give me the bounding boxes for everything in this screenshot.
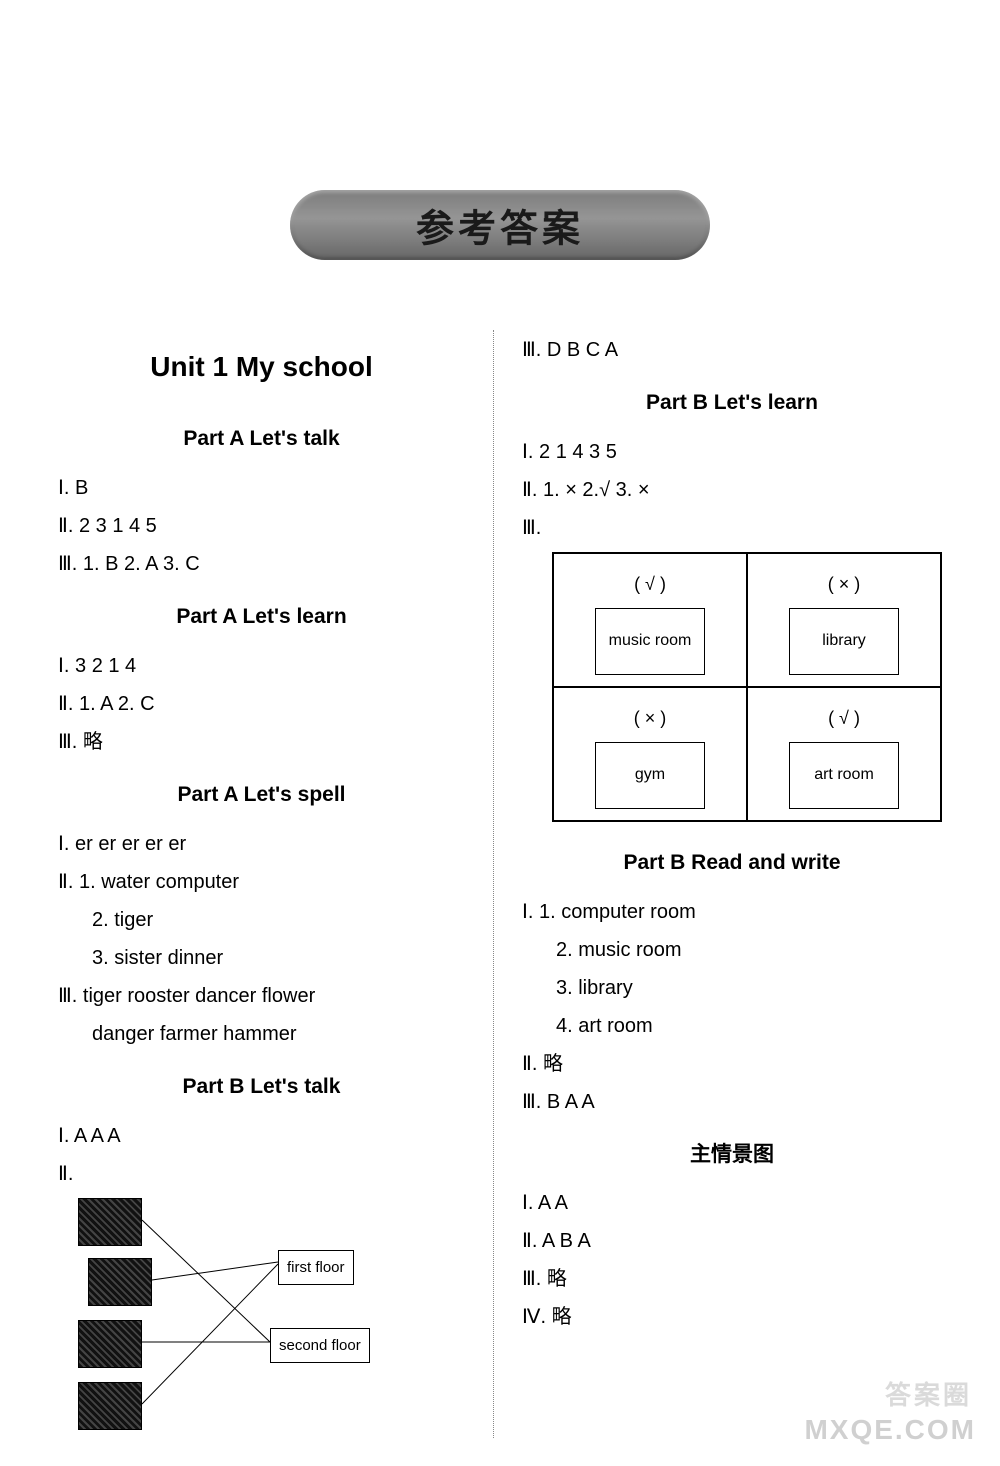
part-a-spell-title: Part A Let's spell — [58, 776, 465, 814]
answer-line: Ⅰ. 3 2 1 4 — [58, 648, 465, 684]
answer-line: 4. art room — [522, 1008, 942, 1044]
room-grid: ( √ ) music room ( × ) library ( × ) gym — [552, 552, 942, 822]
answer-line: Ⅱ. 1. A 2. C — [58, 686, 465, 722]
answer-line: Ⅱ. 2 3 1 4 5 — [58, 508, 465, 544]
grid-row: ( × ) gym ( √ ) art room — [553, 687, 941, 821]
answer-line: Ⅳ. 略 — [522, 1299, 942, 1335]
banner-text: 参考答案 — [416, 198, 584, 253]
cell-mark: ( √ ) — [828, 702, 860, 734]
answer-line: Ⅲ. 略 — [58, 724, 465, 760]
room-box: music room — [595, 608, 705, 675]
left-column: Unit 1 My school Part A Let's talk Ⅰ. B … — [50, 330, 493, 1438]
right-column: Ⅲ. D B C A Part B Let's learn Ⅰ. 2 1 4 3… — [493, 330, 950, 1438]
part-a-talk-title: Part A Let's talk — [58, 420, 465, 458]
answer-line: Ⅰ. B — [58, 470, 465, 506]
answer-line: Ⅱ. 略 — [522, 1046, 942, 1082]
answer-line: Ⅰ. A A — [522, 1185, 942, 1221]
cell-mark: ( × ) — [828, 568, 861, 600]
answer-line: Ⅱ. 1. water computer — [58, 864, 465, 900]
answer-line: Ⅲ. tiger rooster dancer flower — [58, 978, 465, 1014]
answer-line: Ⅲ. 1. B 2. A 3. C — [58, 546, 465, 582]
answer-line: Ⅰ. A A A — [58, 1118, 465, 1154]
answer-line: 3. library — [522, 970, 942, 1006]
answer-line: Ⅱ. 1. × 2.√ 3. × — [522, 472, 942, 508]
answer-line: Ⅰ. 1. computer room — [522, 894, 942, 930]
answer-line: 2. tiger — [58, 902, 465, 938]
answer-line: Ⅲ. B A A — [522, 1084, 942, 1120]
answer-line: 3. sister dinner — [58, 940, 465, 976]
answer-line: Ⅲ. D B C A — [522, 332, 942, 368]
grid-cell: ( × ) gym — [553, 687, 747, 821]
answer-line: Ⅰ. 2 1 4 3 5 — [522, 434, 942, 470]
main-scene-title: 主情景图 — [522, 1136, 942, 1174]
page-root: 参考答案 Unit 1 My school Part A Let's talk … — [0, 0, 1000, 1466]
title-banner: 参考答案 — [290, 190, 710, 260]
answer-line: Ⅱ. — [58, 1156, 465, 1192]
room-box: art room — [789, 742, 899, 809]
answer-line: Ⅲ. 略 — [522, 1261, 942, 1297]
part-a-learn-title: Part A Let's learn — [58, 598, 465, 636]
grid-row: ( √ ) music room ( × ) library — [553, 553, 941, 687]
answer-line: Ⅱ. A B A — [522, 1223, 942, 1259]
grid-cell: ( √ ) music room — [553, 553, 747, 687]
part-b-rw-title: Part B Read and write — [522, 844, 942, 882]
match-lines — [78, 1198, 408, 1438]
answer-line: Ⅲ. — [522, 510, 942, 546]
grid-cell: ( × ) library — [747, 553, 941, 687]
answer-line: Ⅰ. er er er er er — [58, 826, 465, 862]
part-b-talk-title: Part B Let's talk — [58, 1068, 465, 1106]
grid-cell: ( √ ) art room — [747, 687, 941, 821]
answer-line: 2. music room — [522, 932, 942, 968]
room-box: library — [789, 608, 899, 675]
part-b-learn-title: Part B Let's learn — [522, 384, 942, 422]
cell-mark: ( × ) — [634, 702, 667, 734]
matching-diagram: first floor second floor — [78, 1198, 408, 1438]
columns: Unit 1 My school Part A Let's talk Ⅰ. B … — [50, 300, 950, 1438]
answer-line: danger farmer hammer — [58, 1016, 465, 1052]
unit-title: Unit 1 My school — [58, 342, 465, 392]
cell-mark: ( √ ) — [634, 568, 666, 600]
room-box: gym — [595, 742, 705, 809]
